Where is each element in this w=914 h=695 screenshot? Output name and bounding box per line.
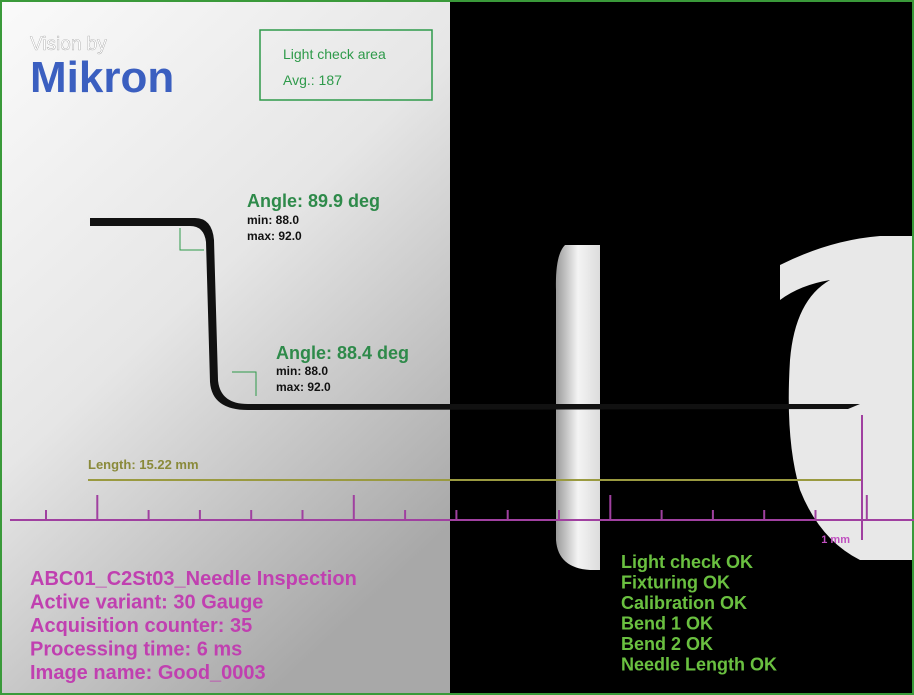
length-label: Length: 15.22 mm [88, 457, 199, 472]
status-line: Light check OK [621, 552, 753, 572]
status-line: Bend 1 OK [621, 614, 713, 634]
angle-max: max: 92.0 [247, 229, 302, 243]
status-line: Bend 2 OK [621, 634, 713, 654]
brand-name: Mikron [30, 53, 174, 102]
scale-ticks [45, 495, 868, 520]
angle-max: max: 92.0 [276, 380, 331, 394]
backlight [0, 0, 450, 695]
info-line: Image name: Good_0003 [30, 662, 266, 684]
info-line: Active variant: 30 Gauge [30, 592, 263, 614]
light-check-title: Light check area [283, 46, 386, 62]
angle-label: Angle: 88.4 deg [276, 343, 409, 363]
light-check-avg: Avg.: 187 [283, 72, 342, 88]
status-line: Fixturing OK [621, 573, 730, 593]
info-line: Acquisition counter: 35 [30, 615, 252, 637]
info-line: ABC01_C2St03_Needle Inspection [30, 568, 357, 590]
angle-min: min: 88.0 [247, 213, 299, 227]
angle-label: Angle: 89.9 deg [247, 191, 380, 211]
light-check-box [259, 29, 433, 101]
angle-min: min: 88.0 [276, 364, 328, 378]
angle-marker [179, 228, 204, 251]
status-line: Calibration OK [621, 593, 747, 613]
info-line: Processing time: 6 ms [30, 639, 242, 661]
status-line: Needle Length OK [621, 655, 777, 675]
angle-marker [232, 371, 257, 396]
scale-label: 1 mm [821, 534, 850, 546]
brand-tagline: Vision by [30, 34, 107, 55]
